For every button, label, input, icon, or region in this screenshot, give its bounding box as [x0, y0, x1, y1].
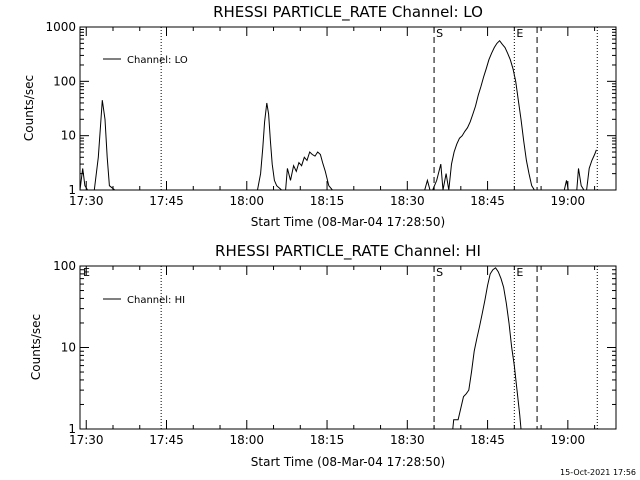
hi-plot-frame [79, 265, 617, 430]
lo-x-tick-label: 18:00 [229, 194, 264, 208]
hi-x-tick-label: 17:45 [149, 433, 184, 447]
lo-x-tick-label: 19:00 [551, 194, 586, 208]
lo-y-axis-label: Counts/sec [22, 75, 36, 141]
hi-x-tick-label: 18:15 [310, 433, 345, 447]
lo-plot-frame [79, 26, 617, 191]
lo-x-tick-label: 18:30 [390, 194, 425, 208]
lo-x-tick-label: 18:15 [310, 194, 345, 208]
hi-y-tick-label: 10 [61, 341, 76, 355]
lo-y-tick-label: 1 [68, 183, 76, 197]
lo-x-tick-label: 18:45 [470, 194, 505, 208]
hi-series [452, 267, 522, 430]
footer-date: 15-Oct-2021 17:56 [560, 468, 636, 477]
hi-x-tick-label: 18:00 [229, 433, 264, 447]
hi-y-tick-label: 100 [53, 259, 76, 273]
hi-legend-label: Channel: HI [127, 295, 185, 306]
hi-y-axis-label: Counts/sec [29, 314, 43, 380]
hi-series-line [452, 267, 522, 430]
hi-x-tick-label: 19:00 [551, 433, 586, 447]
lo-axes: 17:30 17:45 18:00 18:15 18:30 18:45 19:00 1 10 10… [45, 20, 616, 208]
lo-marker-label: E [516, 27, 523, 40]
hi-x-tick-label: 17:30 [69, 433, 104, 447]
lo-legend-label: Channel: LO [127, 55, 188, 66]
hi-x-tick-label: 18:30 [390, 433, 425, 447]
hi-marker-label: E [516, 266, 523, 279]
hi-x-axis-label: Start Time (08-Mar-04 17:28:50) [251, 455, 445, 469]
lo-x-tick-label: 17:30 [69, 194, 104, 208]
hi-y-tick-label: 1 [68, 422, 76, 436]
hi-x-tick-label: 18:45 [470, 433, 505, 447]
hi-chart-title: RHESSI PARTICLE_RATE Channel: HI [215, 242, 481, 261]
hi-channel-panel: RHESSI PARTICLE_RATE Channel: HI Counts/… [29, 242, 617, 469]
lo-y-tick-label: 1000 [45, 20, 76, 34]
lo-chart-title: RHESSI PARTICLE_RATE Channel: LO [213, 3, 483, 22]
hi-axes: 17:30 17:45 18:00 18:15 18:30 18:45 19:00 1 10 10… [53, 259, 616, 447]
lo-y-tick-label: 10 [61, 129, 76, 143]
hi-marker-label: S [436, 266, 443, 279]
lo-x-axis-label: Start Time (08-Mar-04 17:28:50) [251, 215, 445, 229]
lo-y-tick-label: 100 [53, 74, 76, 88]
lo-x-tick-label: 17:45 [149, 194, 184, 208]
lo-marker-label: S [436, 27, 443, 40]
lo-channel-panel: RHESSI PARTICLE_RATE Channel: LO Counts/… [22, 3, 617, 229]
